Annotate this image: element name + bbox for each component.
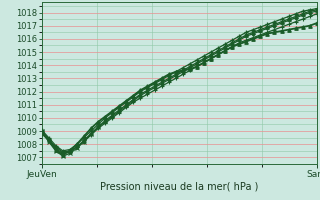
X-axis label: Pression niveau de la mer( hPa ): Pression niveau de la mer( hPa ) — [100, 181, 258, 191]
